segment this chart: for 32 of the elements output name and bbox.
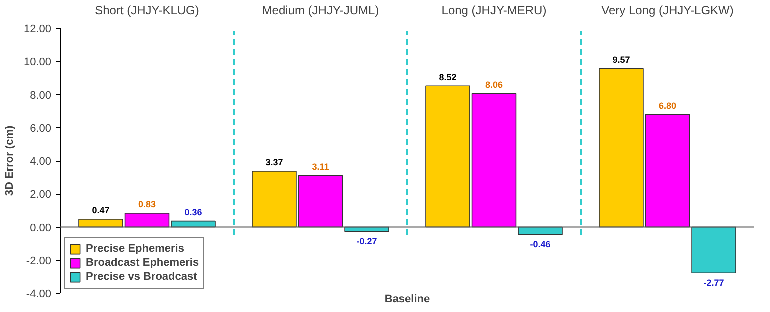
y-tick-label: 8.00 [30, 90, 52, 102]
x-axis-title: Baseline [384, 294, 430, 306]
x-tick-label: Medium (JHJY-JUML) [262, 4, 380, 18]
y-tick-label: 10.00 [24, 56, 52, 69]
y-tick-label: 2.00 [30, 189, 52, 202]
x-tick-label: Very Long (JHJY-LGKW) [602, 4, 734, 18]
data-label: 3.37 [266, 158, 284, 168]
data-label: 3.11 [312, 162, 330, 172]
x-tick-label: Short (JHJY-KLUG) [95, 4, 200, 18]
data-label: 9.57 [612, 54, 630, 65]
data-label: 0.47 [92, 206, 110, 216]
bar [518, 226, 563, 236]
y-axis-title: 3D Error (cm) [4, 126, 16, 196]
data-label: 0.36 [184, 207, 202, 218]
data-label: -2.77 [704, 278, 724, 288]
legend-label: Broadcast Ephemeris [86, 256, 200, 270]
data-label: 6.80 [658, 100, 677, 111]
legend-label: Precise vs Broadcast [86, 270, 198, 284]
data-label: 8.52 [439, 72, 457, 82]
y-tick-label: 0.00 [30, 222, 52, 234]
bar [692, 226, 736, 274]
legend-label: Precise Ephemeris [86, 242, 184, 256]
data-label: 0.83 [138, 200, 156, 210]
data-label: 8.06 [485, 80, 504, 90]
y-tick-label: -2.00 [26, 255, 52, 268]
y-tick-label: -4.00 [26, 288, 52, 300]
y-tick-label: 6.00 [30, 122, 52, 135]
data-label: -0.46 [530, 240, 551, 250]
data-label: -0.27 [356, 236, 378, 247]
x-tick-label: Long (JHJY-MERU) [442, 4, 547, 18]
y-tick-label: 4.00 [30, 156, 52, 168]
y-tick-label: 12.00 [24, 24, 52, 36]
